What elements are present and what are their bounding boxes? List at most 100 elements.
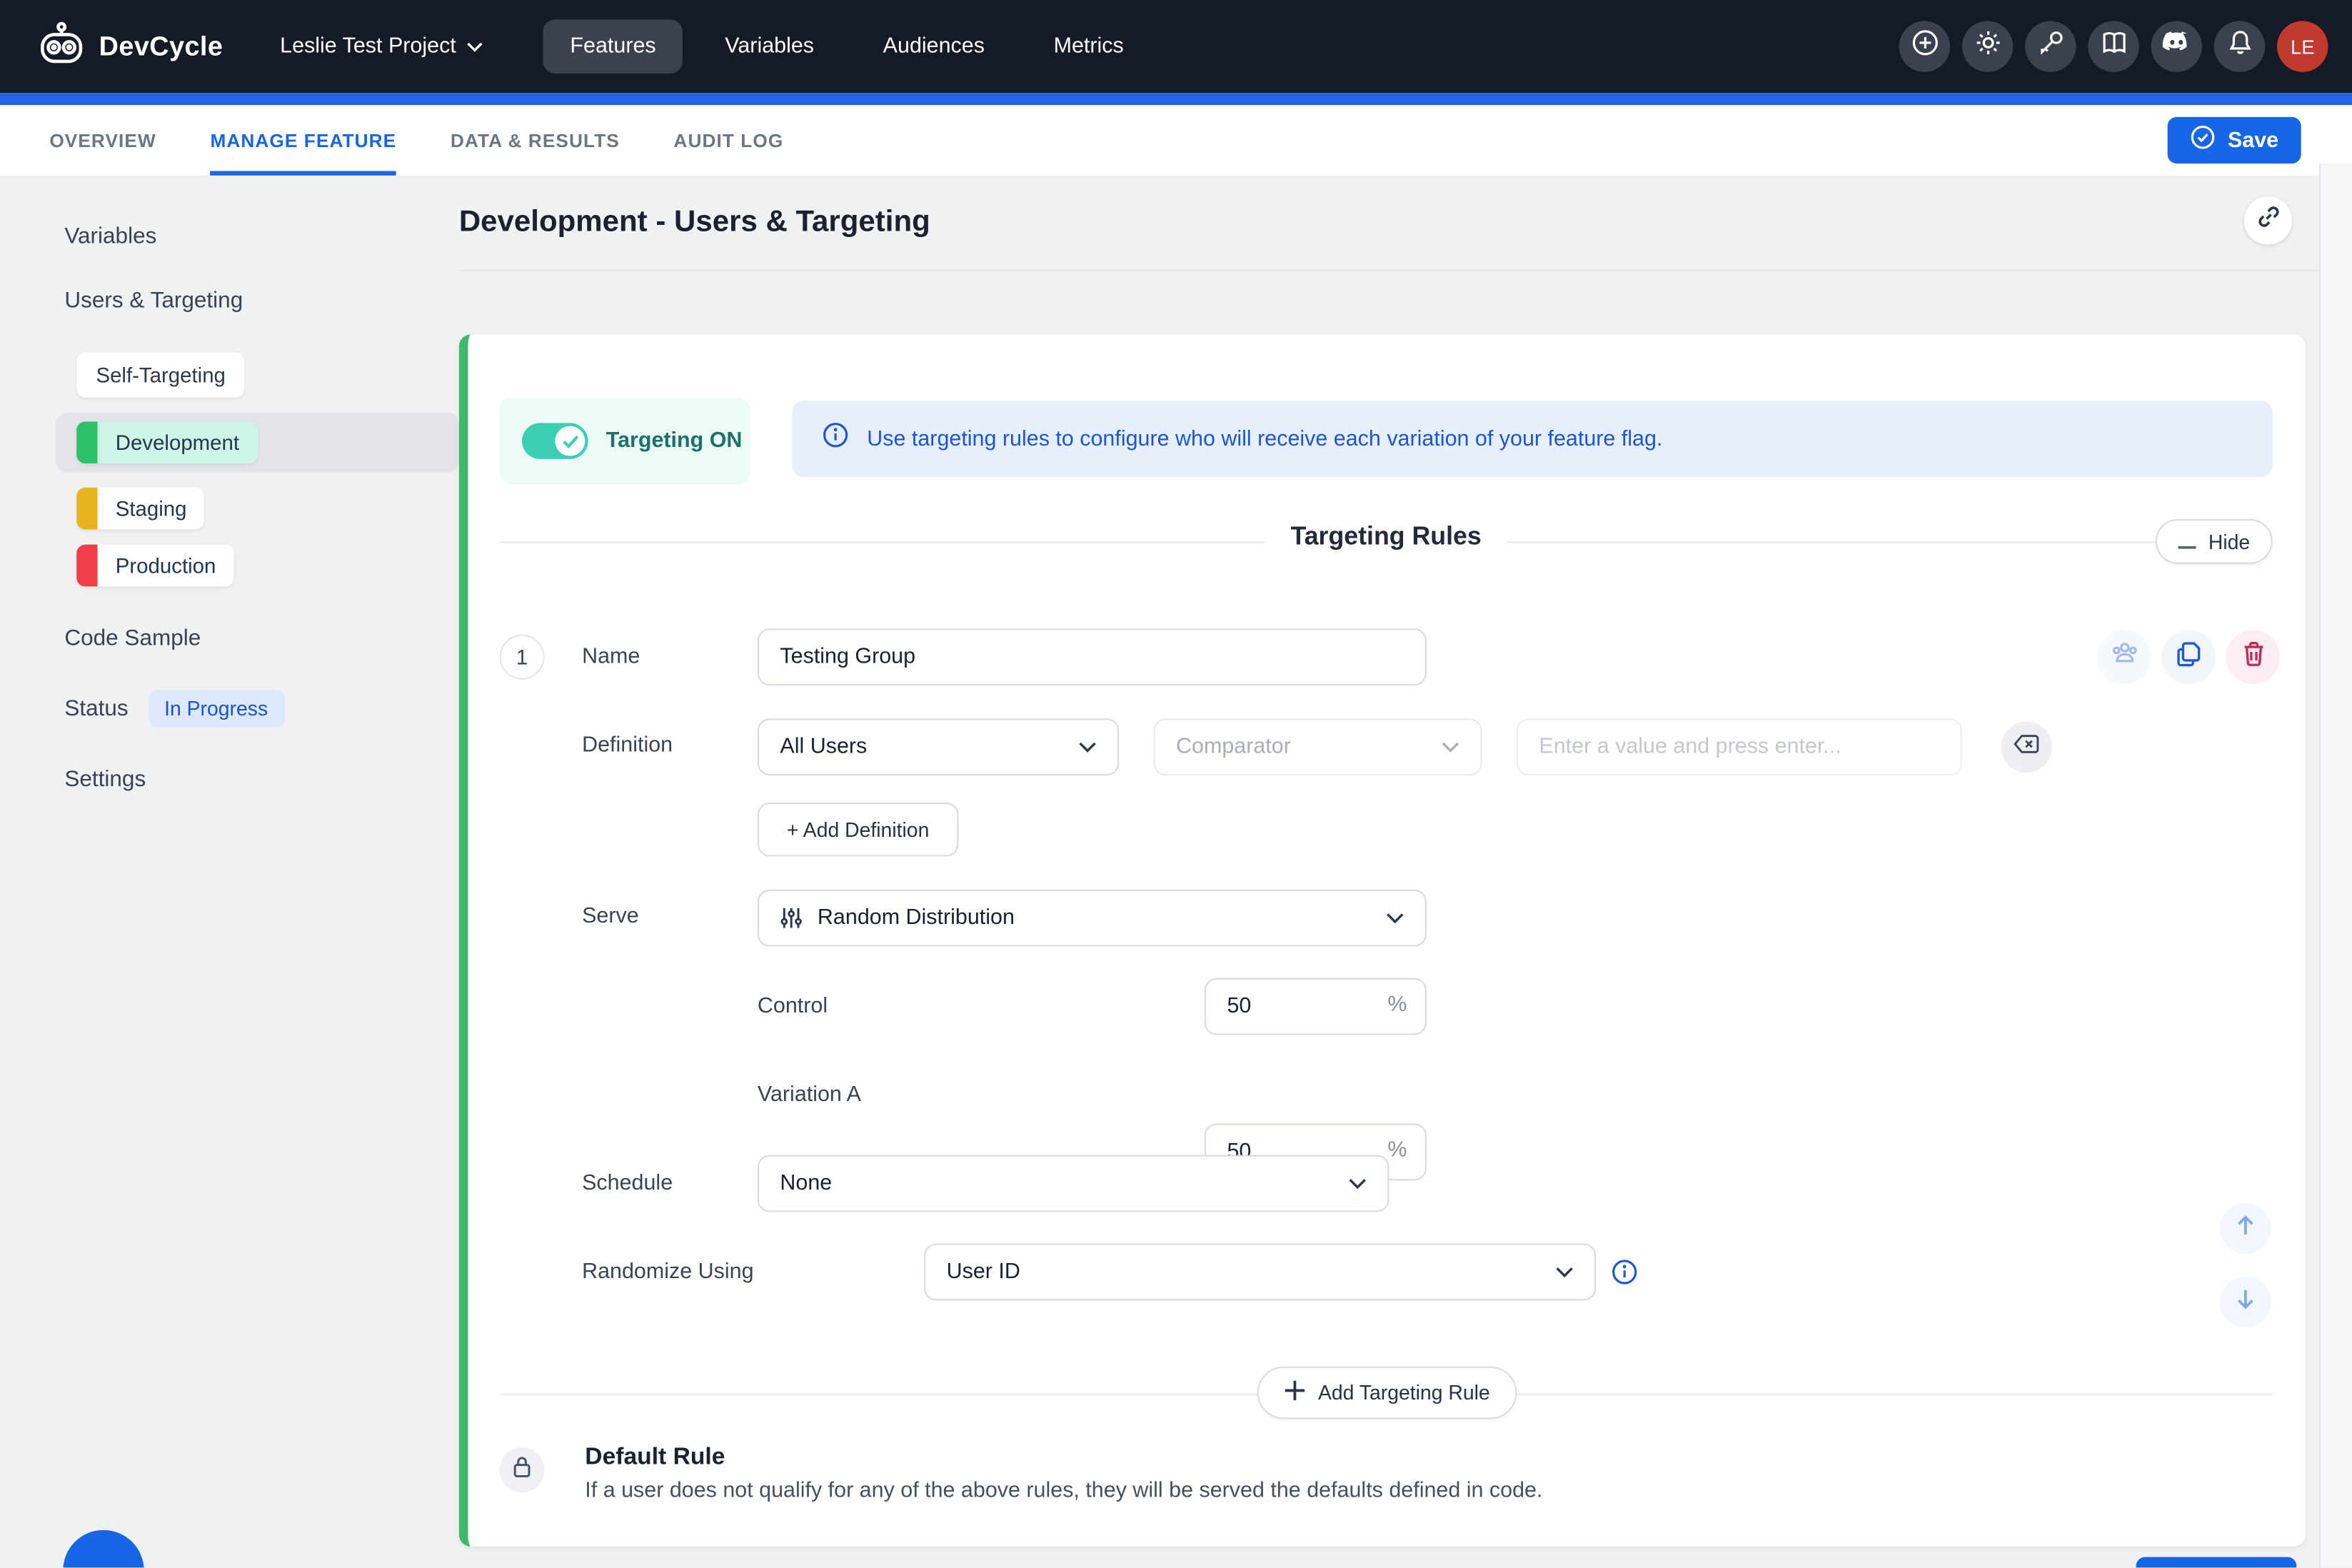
navbar-actions: LE	[1899, 21, 2328, 72]
nav-item-audiences[interactable]: Audiences	[883, 34, 985, 59]
environment-targeting-card: Targeting ON Use targeting rules to conf…	[458, 334, 2306, 1547]
settings-button[interactable]	[1961, 21, 2014, 72]
rule-number: 1	[499, 634, 545, 680]
audience-users-button[interactable]	[2096, 630, 2151, 684]
env-chip-production[interactable]: Production	[76, 544, 234, 587]
env-label-development: Development	[97, 421, 258, 464]
tab-data-results[interactable]: DATA & RESULTS	[450, 129, 620, 151]
default-rule-description: If a user does not qualify for any of th…	[585, 1479, 1543, 1504]
add-targeting-rule-label: Add Targeting Rule	[1317, 1381, 1490, 1404]
main-panel: Development - Users & Targeting	[458, 176, 2352, 1547]
serve-label: Serve	[582, 904, 639, 929]
sidebar-item-users-targeting[interactable]: Users & Targeting	[64, 288, 243, 314]
page-title: Development - Users & Targeting	[458, 205, 930, 239]
toggle-knob	[555, 426, 586, 456]
serve-select[interactable]: Random Distribution	[757, 889, 1427, 947]
chevron-down-icon	[1349, 1172, 1367, 1196]
env-swatch-production	[76, 544, 98, 587]
info-banner-text: Use targeting rules to configure who wil…	[867, 426, 1663, 451]
progress-loader-bar	[0, 93, 2352, 106]
sidebar-item-settings[interactable]: Settings	[64, 766, 146, 793]
targeting-toggle-label: Targeting ON	[605, 428, 743, 453]
project-name: Leslie Test Project	[280, 34, 456, 59]
top-navbar: DevCycle Leslie Test Project Features Va…	[0, 0, 2352, 94]
definition-value-input[interactable]	[1516, 718, 1962, 776]
percent-unit: %	[1387, 992, 1407, 1017]
definition-label: Definition	[582, 733, 673, 758]
create-button[interactable]	[1899, 21, 1951, 72]
copy-link-button[interactable]	[2243, 196, 2293, 245]
nav-item-metrics[interactable]: Metrics	[1053, 34, 1124, 59]
move-rule-up-button[interactable]	[2220, 1202, 2271, 1255]
gear-icon	[1974, 29, 2002, 64]
randomize-info-icon[interactable]	[1611, 1259, 1638, 1293]
lock-icon	[511, 1454, 532, 1486]
scrollbar-gutter[interactable]	[2318, 163, 2352, 1568]
randomize-select-value: User ID	[946, 1260, 1020, 1285]
hide-label: Hide	[2208, 530, 2251, 553]
control-percentage-input[interactable]	[1204, 978, 1427, 1035]
sidebar-item-code-sample[interactable]: Code Sample	[64, 625, 201, 651]
project-selector[interactable]: Leslie Test Project	[280, 34, 483, 59]
save-button[interactable]: Save	[2167, 116, 2301, 164]
devcycle-robot-icon	[36, 20, 86, 73]
nav-item-features[interactable]: Features	[543, 19, 683, 74]
notifications-button[interactable]	[2213, 21, 2266, 72]
status-badge: In Progress	[147, 690, 285, 728]
plus-icon	[1284, 1380, 1305, 1406]
default-rule-lock	[499, 1447, 545, 1493]
sidebar-item-self-targeting[interactable]: Self-Targeting	[76, 352, 246, 398]
brand-name: DevCycle	[99, 31, 223, 61]
env-row-production: Production	[76, 544, 459, 587]
feature-sidebar: Variables Users & Targeting Self-Targeti…	[0, 176, 459, 1547]
variation-control-label: Control	[757, 994, 828, 1019]
env-row-development[interactable]: Development	[55, 412, 459, 473]
env-chip-development[interactable]: Development	[76, 421, 258, 464]
save-button-label: Save	[2227, 128, 2279, 153]
env-row-staging: Staging	[76, 487, 459, 530]
schedule-select[interactable]: None	[757, 1155, 1389, 1212]
nav-item-variables[interactable]: Variables	[725, 34, 815, 59]
user-avatar[interactable]: LE	[2277, 21, 2328, 72]
env-swatch-staging	[76, 487, 98, 530]
targeting-rules-header: Targeting Rules Hide	[499, 518, 2273, 564]
variation-a-label: Variation A	[757, 1082, 861, 1107]
targeting-toggle[interactable]	[522, 423, 588, 459]
brand-logo[interactable]: DevCycle	[36, 20, 223, 73]
sidebar-item-variables[interactable]: Variables	[64, 223, 157, 249]
bell-icon	[2226, 29, 2254, 64]
copy-icon	[2176, 640, 2201, 674]
audience-select[interactable]: All Users	[757, 718, 1120, 776]
default-rule-title: Default Rule	[585, 1444, 725, 1470]
delete-rule-button[interactable]	[2226, 630, 2281, 684]
duplicate-rule-button[interactable]	[2161, 630, 2216, 684]
tab-overview[interactable]: OVERVIEW	[49, 129, 156, 151]
tab-manage-feature[interactable]: MANAGE FEATURE	[210, 105, 397, 176]
add-targeting-rule-button[interactable]: Add Targeting Rule	[1256, 1366, 1517, 1419]
tab-audit-log[interactable]: AUDIT LOG	[673, 129, 784, 151]
env-label-production: Production	[97, 544, 234, 587]
arrow-down-icon	[2233, 1286, 2258, 1317]
randomize-using-select[interactable]: User ID	[924, 1243, 1597, 1301]
audience-select-value: All Users	[780, 735, 868, 760]
page-header: Development - Users & Targeting	[458, 176, 2352, 272]
rule-name-input[interactable]	[757, 628, 1427, 686]
env-label-staging: Staging	[97, 487, 205, 530]
add-definition-button[interactable]: + Add Definition	[757, 802, 959, 857]
docs-button[interactable]	[2088, 21, 2139, 72]
move-rule-down-button[interactable]	[2220, 1276, 2271, 1328]
schedule-label: Schedule	[582, 1171, 673, 1196]
serve-select-value: Random Distribution	[817, 905, 1015, 930]
env-chip-staging[interactable]: Staging	[76, 487, 205, 530]
hide-rules-button[interactable]: Hide	[2156, 518, 2273, 564]
comparator-select[interactable]: Comparator	[1153, 718, 1482, 776]
comparator-placeholder: Comparator	[1176, 735, 1291, 760]
discord-button[interactable]	[2151, 21, 2202, 72]
api-keys-button[interactable]	[2025, 21, 2076, 72]
sidebar-item-status[interactable]: Status	[64, 695, 129, 722]
control-percentage-field: %	[1204, 978, 1427, 1035]
content-area: Variables Users & Targeting Self-Targeti…	[0, 176, 2352, 1547]
rule-name-label: Name	[582, 645, 640, 669]
clear-definition-button[interactable]	[2001, 721, 2052, 773]
bottom-right-partial-button[interactable]	[2136, 1557, 2297, 1568]
